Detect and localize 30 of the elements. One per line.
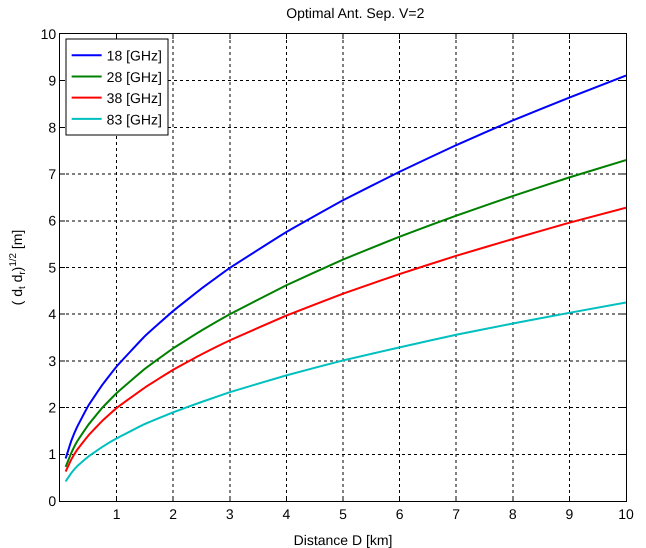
x-tick-label: 1: [112, 506, 121, 522]
y-tick-label: 9: [48, 72, 56, 89]
chart-title: Optimal Ant. Sep. V=2: [286, 5, 425, 22]
y-tick-label: 1: [48, 446, 56, 462]
x-tick-label: 7: [452, 506, 460, 522]
x-tick-label: 3: [226, 506, 234, 522]
y-tick-label: 0: [48, 492, 56, 509]
legend-label: 18 [GHz]: [106, 48, 162, 64]
y-tick-label: 8: [48, 119, 56, 136]
y-tick-label: 3: [48, 352, 56, 369]
legend-label: 83 [GHz]: [106, 111, 162, 128]
x-tick-label: 6: [396, 506, 404, 522]
line-series: [64, 206, 626, 473]
x-tick-label: 9: [566, 506, 574, 522]
y-tick-label: 6: [48, 212, 56, 229]
y-tick-label: 4: [48, 306, 56, 322]
x-tick-label: 4: [282, 506, 290, 522]
legend-label: 38 [GHz]: [106, 90, 162, 106]
legend-label: 28 [GHz]: [106, 68, 162, 85]
y-tick-label: 7: [48, 166, 56, 182]
line-series: [64, 159, 626, 468]
y-tick-label: 5: [48, 259, 56, 276]
line-series: [64, 302, 626, 482]
x-tick-label: 5: [339, 506, 348, 522]
y-tick-label: 2: [48, 400, 56, 416]
x-tick-label: 10: [618, 506, 634, 522]
x-axis-title: Distance D [km]: [294, 532, 392, 548]
y-tick-label: 10: [40, 26, 56, 42]
x-tick-label: 8: [508, 506, 517, 522]
x-tick-label: 2: [169, 506, 178, 522]
